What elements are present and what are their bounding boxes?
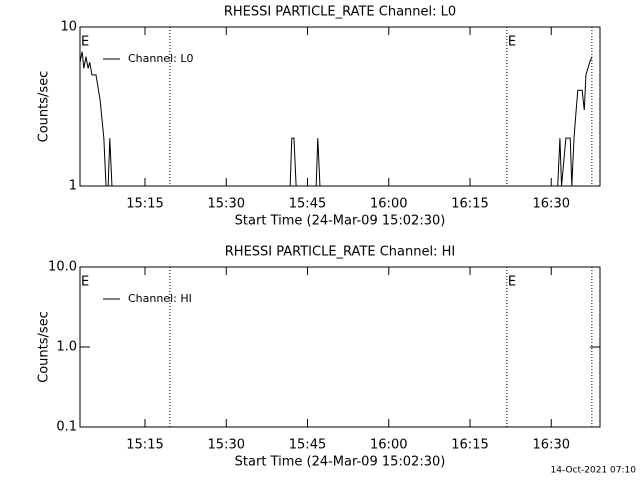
y-tick-label: 0.1 (56, 420, 77, 435)
x-tick-label: 16:15 (451, 438, 488, 453)
timestamp: 14-Oct-2021 07:10 (551, 466, 637, 476)
data-line (80, 51, 593, 186)
chart-title: RHESSI PARTICLE_RATE Channel: L0 (224, 5, 456, 20)
y-tick-label: 1.0 (56, 340, 77, 355)
y-tick-label: 10 (60, 20, 77, 35)
plot-frame (79, 266, 601, 428)
x-tick-label: 16:00 (370, 197, 407, 212)
annotation: E (81, 275, 89, 290)
x-tick-label: 15:45 (289, 197, 326, 212)
plot-frame (79, 26, 601, 187)
y-tick-label: 1 (69, 179, 77, 194)
y-axis-label: Counts/sec (37, 311, 52, 383)
x-tick-label: 16:00 (370, 438, 407, 453)
annotation: E (508, 275, 516, 290)
legend-label: Channel: HI (128, 292, 192, 305)
x-tick-label: 15:30 (208, 197, 245, 212)
x-tick-label: 15:15 (126, 197, 163, 212)
x-axis-label: Start Time (24-Mar-09 15:02:30) (235, 214, 446, 229)
legend-label: Channel: L0 (128, 52, 194, 65)
y-tick-label: 10.0 (48, 260, 77, 275)
x-tick-label: 16:15 (451, 197, 488, 212)
x-tick-label: 15:45 (289, 438, 326, 453)
x-tick-label: 15:30 (208, 438, 245, 453)
x-axis-label: Start Time (24-Mar-09 15:02:30) (235, 455, 446, 470)
y-axis-label: Counts/sec (37, 71, 52, 143)
x-tick-label: 16:30 (533, 197, 570, 212)
annotation: E (508, 35, 516, 50)
x-tick-label: 15:15 (126, 438, 163, 453)
x-tick-label: 16:30 (533, 438, 570, 453)
annotation: E (81, 35, 89, 50)
chart-title: RHESSI PARTICLE_RATE Channel: HI (225, 245, 455, 260)
